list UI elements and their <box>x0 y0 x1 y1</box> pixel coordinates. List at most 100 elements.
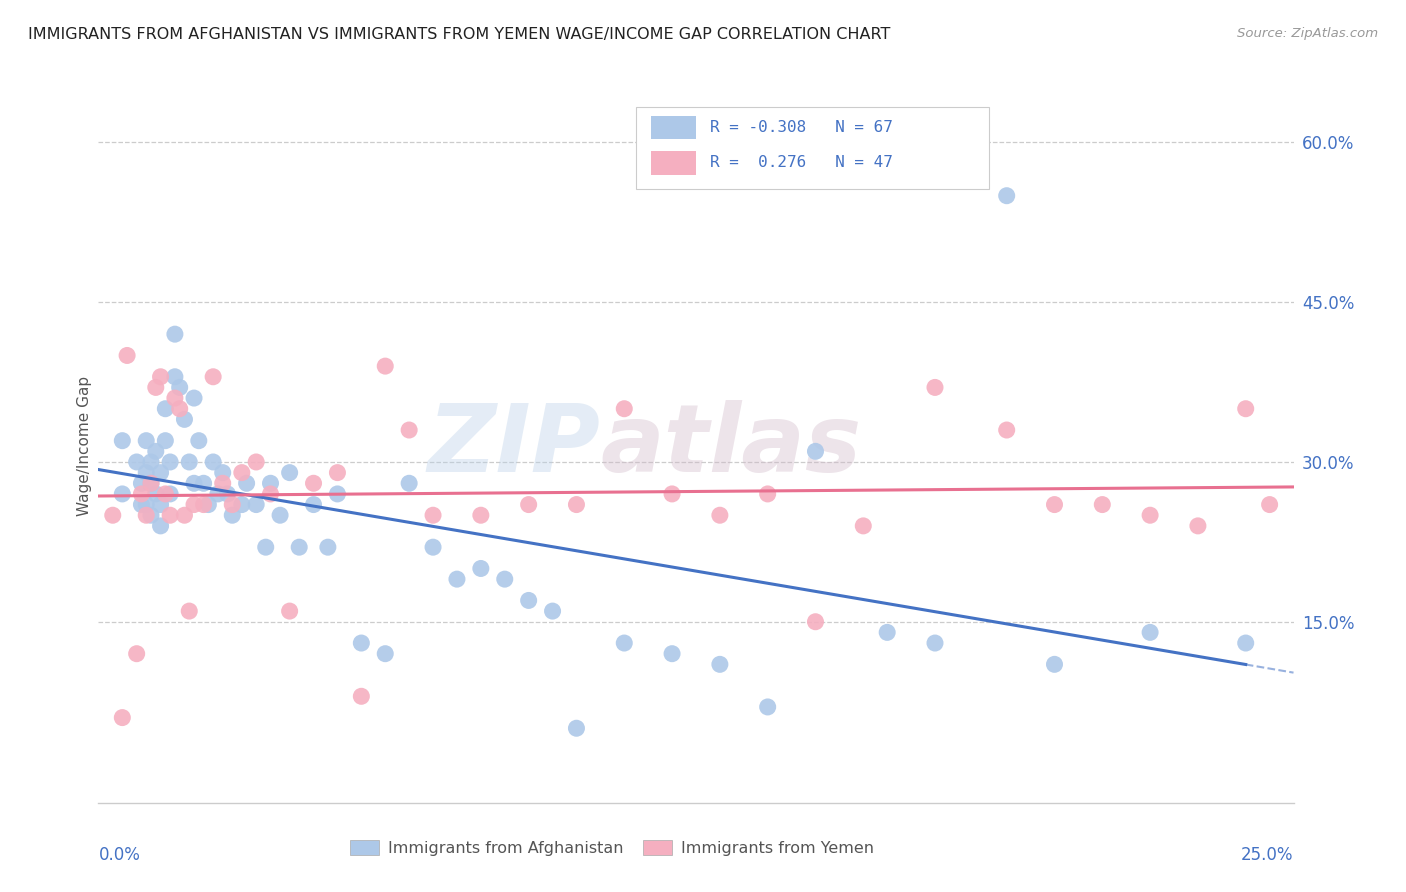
Point <box>149 498 172 512</box>
Text: R =  0.276   N = 47: R = 0.276 N = 47 <box>710 155 893 170</box>
Point <box>852 519 875 533</box>
Point <box>470 561 492 575</box>
Point <box>398 476 420 491</box>
Point <box>565 498 588 512</box>
Text: atlas: atlas <box>600 400 862 492</box>
Point <box>541 604 564 618</box>
Point <box>193 498 215 512</box>
Text: 25.0%: 25.0% <box>1241 846 1294 863</box>
FancyBboxPatch shape <box>651 152 696 175</box>
Point <box>235 476 257 491</box>
Y-axis label: Wage/Income Gap: Wage/Income Gap <box>77 376 91 516</box>
Point <box>661 487 683 501</box>
Point <box>374 359 396 373</box>
Point <box>135 508 157 523</box>
Point <box>1234 636 1257 650</box>
Point <box>221 508 243 523</box>
Point <box>1139 625 1161 640</box>
Point <box>924 380 946 394</box>
Point <box>231 466 253 480</box>
Point <box>139 476 162 491</box>
Point <box>288 540 311 554</box>
Point <box>661 647 683 661</box>
Point <box>163 327 186 342</box>
Point <box>125 647 148 661</box>
Point <box>278 604 301 618</box>
Point <box>709 508 731 523</box>
Point <box>1043 657 1066 672</box>
Point <box>756 487 779 501</box>
Point <box>139 455 162 469</box>
Point <box>316 540 339 554</box>
Point <box>111 487 134 501</box>
Point <box>135 434 157 448</box>
Point <box>259 476 281 491</box>
Point <box>159 508 181 523</box>
Point <box>326 487 349 501</box>
Point <box>231 498 253 512</box>
Point <box>207 487 229 501</box>
Point <box>245 455 267 469</box>
Point <box>245 498 267 512</box>
Point <box>217 487 239 501</box>
Point <box>125 455 148 469</box>
Point <box>374 647 396 661</box>
Point <box>613 636 636 650</box>
Point <box>135 498 157 512</box>
Point <box>145 487 167 501</box>
Point <box>221 498 243 512</box>
Point <box>193 476 215 491</box>
Point <box>1043 498 1066 512</box>
Point <box>149 519 172 533</box>
Point <box>131 487 153 501</box>
Point <box>145 380 167 394</box>
Point <box>804 444 827 458</box>
Point <box>446 572 468 586</box>
Legend: Immigrants from Afghanistan, Immigrants from Yemen: Immigrants from Afghanistan, Immigrants … <box>343 834 882 863</box>
Point <box>183 476 205 491</box>
Point <box>135 466 157 480</box>
Point <box>159 487 181 501</box>
Point <box>804 615 827 629</box>
Point <box>155 487 177 501</box>
Point <box>494 572 516 586</box>
Point <box>269 508 291 523</box>
Point <box>155 434 177 448</box>
Point <box>278 466 301 480</box>
Point <box>163 369 186 384</box>
Point <box>159 455 181 469</box>
Point <box>115 349 138 363</box>
Point <box>422 508 444 523</box>
Point <box>350 636 373 650</box>
Point <box>139 508 162 523</box>
Text: ZIP: ZIP <box>427 400 600 492</box>
Text: Source: ZipAtlas.com: Source: ZipAtlas.com <box>1237 27 1378 40</box>
Point <box>302 476 325 491</box>
Text: IMMIGRANTS FROM AFGHANISTAN VS IMMIGRANTS FROM YEMEN WAGE/INCOME GAP CORRELATION: IMMIGRANTS FROM AFGHANISTAN VS IMMIGRANT… <box>28 27 890 42</box>
Point <box>1091 498 1114 512</box>
Point <box>211 466 233 480</box>
Point <box>131 476 153 491</box>
Point <box>1258 498 1281 512</box>
Point <box>169 380 191 394</box>
Point <box>709 657 731 672</box>
Point <box>613 401 636 416</box>
Point <box>756 700 779 714</box>
Point <box>101 508 124 523</box>
FancyBboxPatch shape <box>637 107 988 189</box>
Point <box>183 391 205 405</box>
Point <box>163 391 186 405</box>
Point <box>398 423 420 437</box>
Point <box>183 498 205 512</box>
Point <box>131 498 153 512</box>
Point <box>179 604 201 618</box>
Point <box>995 423 1018 437</box>
Point <box>517 593 540 607</box>
Point <box>169 401 191 416</box>
Point <box>111 434 134 448</box>
Point <box>111 710 134 724</box>
Point <box>326 466 349 480</box>
Point <box>202 369 225 384</box>
Point <box>876 625 898 640</box>
FancyBboxPatch shape <box>651 116 696 139</box>
